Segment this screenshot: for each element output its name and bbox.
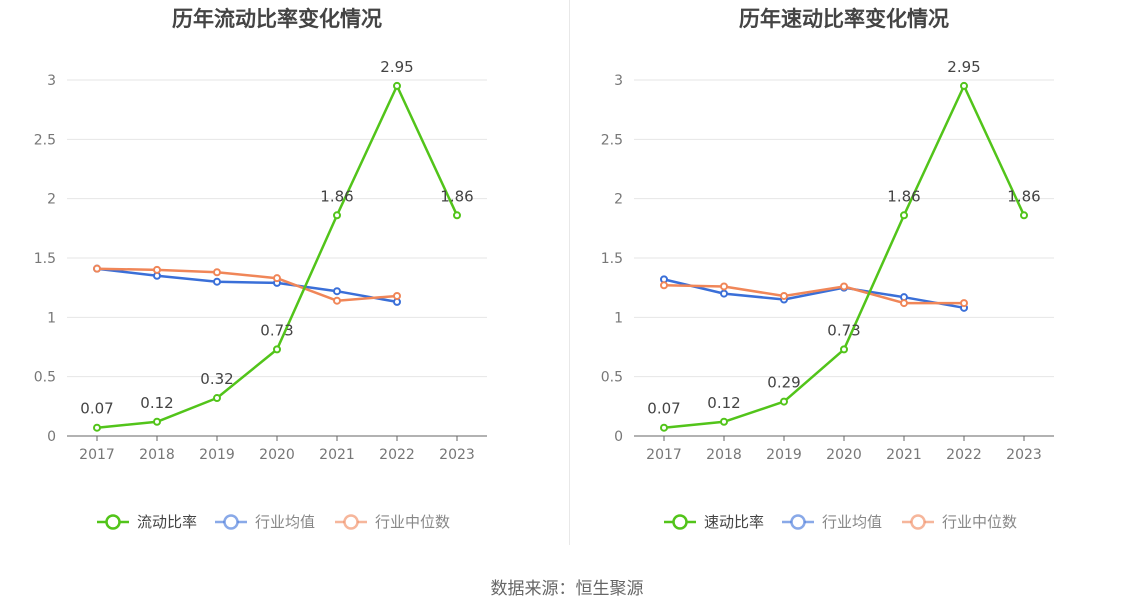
chart-title: 历年流动比率变化情况 <box>172 7 382 31</box>
y-tick-label: 2 <box>614 192 623 208</box>
y-tick-label: 0.5 <box>34 370 56 386</box>
data-point <box>1020 211 1028 220</box>
data-label: 0.07 <box>80 400 113 418</box>
data-point <box>840 282 848 291</box>
data-label: 0.12 <box>707 394 740 412</box>
y-tick-label: 0 <box>614 429 623 445</box>
x-tick-label: 2017 <box>646 447 682 463</box>
legend-label: 行业中位数 <box>942 513 1017 531</box>
data-label: 1.86 <box>320 187 353 205</box>
x-tick-label: 2023 <box>439 447 475 463</box>
data-point <box>720 282 728 291</box>
legend-label: 行业均值 <box>822 513 882 531</box>
legend-label: 行业均值 <box>255 513 315 531</box>
data-point <box>453 211 461 220</box>
data-point <box>393 81 401 90</box>
data-point <box>960 81 968 90</box>
current-ratio-chart-svg: 历年流动比率变化情况 0 0.5 1 1.5 2 2.5 3 2017 2018 2019 2020 2… <box>34 7 487 531</box>
data-point <box>273 274 281 283</box>
panel-divider <box>569 0 570 545</box>
data-label: 0.32 <box>200 370 233 388</box>
y-tick-label: 0 <box>47 429 56 445</box>
y-tick-label: 1.5 <box>601 251 623 267</box>
y-tick-label: 0.5 <box>601 370 623 386</box>
x-tick-label: 2017 <box>79 447 115 463</box>
x-tick-label: 2019 <box>199 447 235 463</box>
data-point <box>960 299 968 308</box>
y-tick-label: 1 <box>614 310 623 326</box>
legend-marker <box>223 514 239 530</box>
x-tick-label: 2022 <box>946 447 982 463</box>
series-line <box>663 284 964 305</box>
data-point <box>153 417 161 426</box>
legend-label: 行业中位数 <box>375 513 450 531</box>
series-line <box>96 267 398 304</box>
data-point <box>393 291 401 300</box>
data-label: 0.73 <box>260 321 293 339</box>
y-tick-label: 3 <box>47 73 56 89</box>
data-label: 0.29 <box>767 374 800 392</box>
chart-title: 历年速动比率变化情况 <box>739 7 949 31</box>
data-point <box>660 281 668 290</box>
x-tick-label: 2018 <box>706 447 742 463</box>
series-line <box>663 278 965 310</box>
data-point <box>273 345 281 354</box>
legend-marker <box>105 514 121 530</box>
y-tick-label: 2 <box>47 192 56 208</box>
quick-ratio-chart-svg: 历年速动比率变化情况 0 0.5 1 1.5 2 2.5 3 2017 2018 2019 2020 2… <box>601 7 1054 531</box>
y-tick-label: 2.5 <box>34 132 56 148</box>
data-label: 2.95 <box>947 58 980 76</box>
data-point <box>213 277 221 286</box>
x-tick-label: 2020 <box>826 447 862 463</box>
legend-marker <box>910 514 926 530</box>
data-label: 0.73 <box>827 321 860 339</box>
data-point <box>213 394 221 403</box>
x-tick-label: 2020 <box>259 447 295 463</box>
data-point <box>780 291 788 300</box>
current-ratio-chart: 历年流动比率变化情况 0 0.5 1 1.5 2 2.5 3 2017 2018 2019 2020 2… <box>0 0 567 560</box>
data-label: 1.86 <box>1007 187 1040 205</box>
data-point <box>840 345 848 354</box>
x-tick-label: 2018 <box>139 447 175 463</box>
x-tick-label: 2023 <box>1006 447 1042 463</box>
legend-marker <box>343 514 359 530</box>
data-point <box>213 268 221 277</box>
data-point <box>720 289 728 298</box>
data-point <box>333 296 341 305</box>
data-point <box>900 211 908 220</box>
x-tick-label: 2021 <box>319 447 355 463</box>
y-tick-label: 1 <box>47 310 56 326</box>
x-tick-label: 2022 <box>379 447 415 463</box>
data-label: 1.86 <box>887 187 920 205</box>
data-point <box>660 423 668 432</box>
data-label: 2.95 <box>380 58 413 76</box>
legend-marker <box>790 514 806 530</box>
data-label: 0.07 <box>647 400 680 418</box>
data-point <box>93 264 101 273</box>
y-tick-label: 1.5 <box>34 251 56 267</box>
data-point <box>780 397 788 406</box>
data-point <box>333 211 341 220</box>
data-point <box>333 287 341 296</box>
legend-label: 流动比率 <box>137 513 197 531</box>
x-tick-label: 2021 <box>886 447 922 463</box>
y-tick-label: 3 <box>614 73 623 89</box>
y-tick-label: 2.5 <box>601 132 623 148</box>
x-tick-label: 2019 <box>766 447 802 463</box>
data-point <box>93 423 101 432</box>
data-point <box>900 299 908 308</box>
data-label: 1.86 <box>440 187 473 205</box>
quick-ratio-chart: 历年速动比率变化情况 0 0.5 1 1.5 2 2.5 3 2017 2018 2019 2020 2… <box>567 0 1134 560</box>
data-source-note: 数据来源：恒生聚源 <box>490 579 644 599</box>
legend-marker <box>672 514 688 530</box>
legend-label: 速动比率 <box>704 513 764 531</box>
series-line <box>96 267 398 302</box>
data-point <box>720 417 728 426</box>
data-label: 0.12 <box>140 394 173 412</box>
data-point <box>153 265 161 274</box>
